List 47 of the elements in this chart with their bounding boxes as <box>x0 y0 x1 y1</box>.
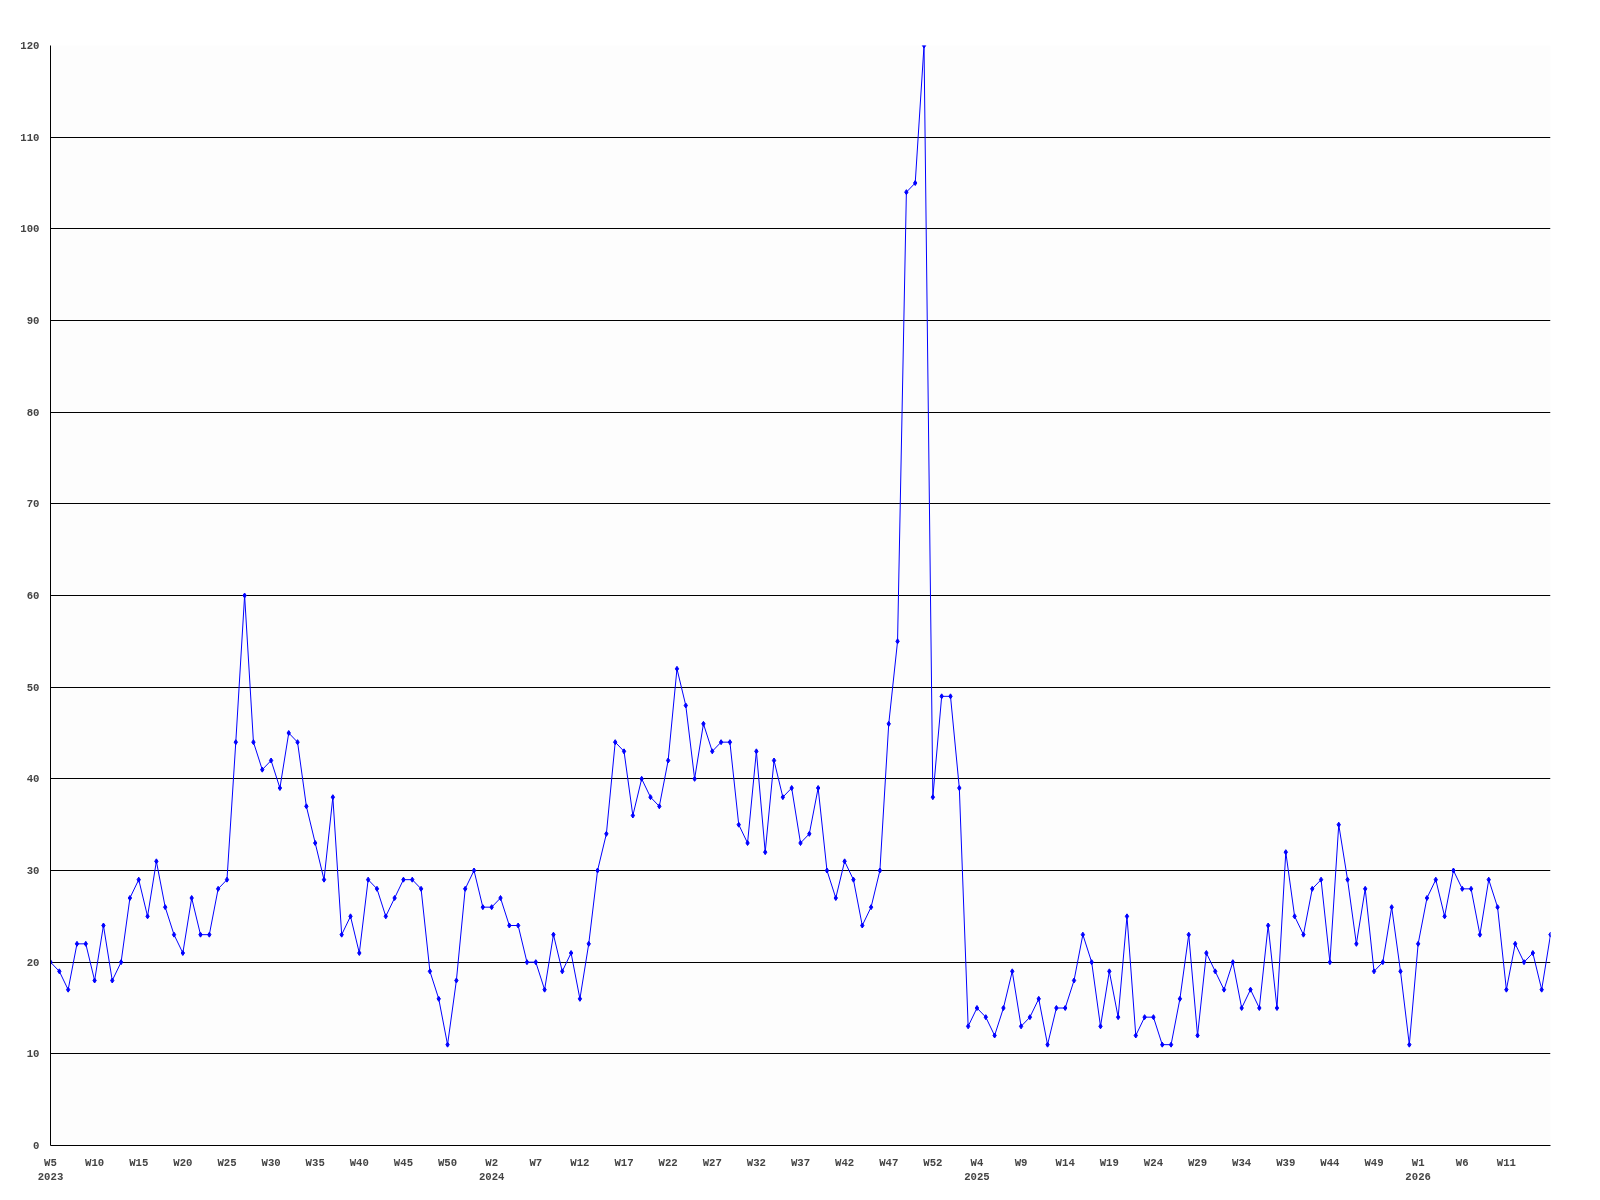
x-tick-label: W1 2026 <box>1405 1156 1431 1183</box>
y-tick-label: 80 <box>26 406 40 419</box>
y-tick-label: 110 <box>20 131 40 144</box>
x-tick-label: W19 <box>1099 1156 1119 1169</box>
x-tick-label: W9 <box>1014 1156 1028 1169</box>
y-tick-label: 50 <box>26 681 40 694</box>
x-tick-label: W25 <box>217 1156 237 1169</box>
x-tick-label: W50 <box>437 1156 458 1169</box>
y-tick-label: 20 <box>26 956 40 969</box>
y-tick-label: 40 <box>26 773 40 786</box>
x-tick-label: W12 <box>570 1156 590 1169</box>
x-tick-label: W30 <box>261 1156 281 1169</box>
x-tick-label: W17 <box>614 1156 634 1169</box>
x-tick-label: W2 2024 <box>478 1156 506 1183</box>
x-tick-label: W35 <box>305 1156 325 1169</box>
x-tick-label: W20 <box>173 1156 193 1169</box>
x-tick-label: W6 <box>1455 1156 1469 1169</box>
y-tick-label: 100 <box>20 223 40 236</box>
x-tick-label: W32 <box>746 1156 766 1169</box>
x-tick-label: W42 <box>835 1156 855 1169</box>
y-tick-label: 30 <box>26 865 40 877</box>
x-tick-label: W24 <box>1143 1156 1164 1169</box>
x-tick-label: W11 <box>1496 1156 1516 1169</box>
x-tick-label: W47 <box>879 1156 899 1169</box>
x-tick-label: W14 <box>1055 1156 1076 1169</box>
x-tick-label: W5 2023 <box>37 1156 64 1183</box>
y-tick-label: 60 <box>26 590 40 602</box>
x-tick-label: W10 <box>85 1156 105 1169</box>
x-tick-label: W27 <box>702 1156 722 1169</box>
x-tick-label: W49 <box>1364 1156 1384 1169</box>
x-tick-label: W40 <box>349 1156 369 1169</box>
x-tick-label: W52 <box>923 1156 943 1169</box>
x-tick-label: W45 <box>393 1156 414 1169</box>
y-tick-label: 10 <box>26 1048 40 1061</box>
y-tick-label: 0 <box>33 1140 40 1152</box>
y-tick-label: 70 <box>26 498 40 511</box>
y-tick-label: 90 <box>26 315 40 327</box>
x-tick-label: W22 <box>658 1156 678 1169</box>
x-tick-label: W34 <box>1232 1156 1252 1169</box>
y-tick-label: 120 <box>20 40 40 52</box>
x-tick-label: W4 2025 <box>964 1156 990 1183</box>
x-tick-label: W29 <box>1187 1156 1208 1169</box>
x-tick-label: W37 <box>790 1156 811 1169</box>
x-tick-label: W39 <box>1276 1156 1296 1169</box>
x-tick-label: W44 <box>1320 1156 1341 1169</box>
x-tick-label: W7 <box>529 1156 543 1169</box>
x-tick-label: W15 <box>129 1156 149 1169</box>
